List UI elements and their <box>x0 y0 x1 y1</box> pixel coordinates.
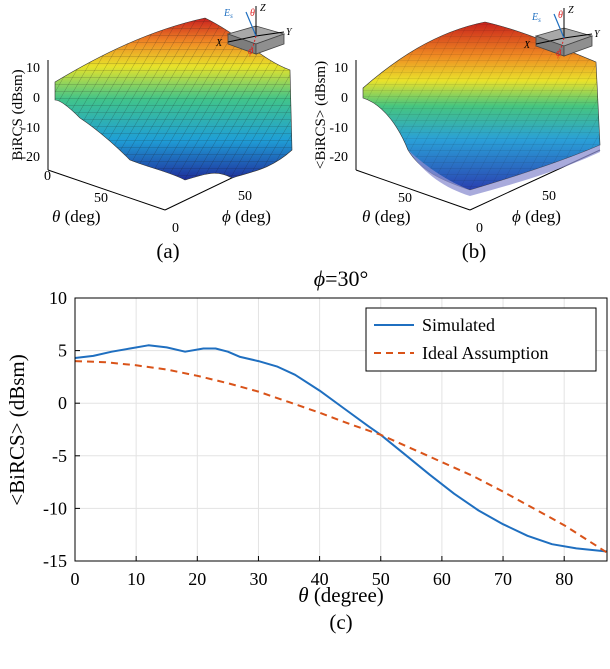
panel-a-z-label: BiRCS (dBsm) <box>10 69 26 160</box>
x-axis-label: θ (degree) <box>298 583 384 607</box>
inset-z: Z <box>568 5 574 16</box>
x-tick-label: 20 <box>188 569 206 589</box>
panel-b-z-tick: 0 <box>341 91 348 106</box>
legend-label-simulated: Simulated <box>422 315 495 335</box>
x-tick-label: 30 <box>249 569 267 589</box>
panel-a-geometry-inset: Es θ ϕ Z Y X <box>215 3 293 57</box>
panel-b-ideal-surface <box>408 145 600 196</box>
panel-a-phi-tick: 50 <box>238 189 252 204</box>
y-tick-label: 10 <box>49 288 67 308</box>
panel-b-surface-mesh <box>363 22 600 190</box>
panel-a-theta-label: θ (deg) <box>52 207 100 226</box>
panel-c-caption: (c) <box>329 610 352 634</box>
panel-a-phi-tick: 0 <box>172 221 179 236</box>
panel-b-z-tick: -10 <box>329 121 348 136</box>
panel-a: 10 0 -10 -20 BiRCS (dBsm) 0 50 0 50 θ (d… <box>10 17 293 263</box>
x-tick-label: 60 <box>433 569 451 589</box>
y-tick-label: -10 <box>43 498 67 518</box>
x-tick-label: 80 <box>555 569 573 589</box>
panel-b-phi-tick: 0 <box>476 221 483 236</box>
series-line-ideal-assumption <box>74 360 608 554</box>
panel-b-z-tick: -20 <box>329 150 348 165</box>
panel-a-surface-mesh <box>55 18 292 180</box>
x-tick-label: 10 <box>127 569 145 589</box>
panel-b-phi-tick: 50 <box>542 189 556 204</box>
legend-box <box>365 307 597 372</box>
panel-b-z-label: <BiRCS> (dBsm) <box>313 61 329 169</box>
panel-b: 10 0 -10 -20 <BiRCS> (dBsm) 50 0 50 θ (d… <box>313 21 601 263</box>
plot-frame <box>74 297 608 562</box>
panel-b-caption: (b) <box>462 239 487 263</box>
panel-b-theta-axis <box>355 169 471 211</box>
x-tick-label: 0 <box>71 569 80 589</box>
inset-theta: θ <box>250 8 255 19</box>
es-arrow-icon <box>245 11 257 37</box>
es-arrow-icon <box>553 13 565 39</box>
legend: Simulated Ideal Assumption <box>365 307 597 372</box>
panel-a-theta-tick: 50 <box>94 191 108 206</box>
inset-x: X <box>215 38 223 49</box>
x-tick-label: 70 <box>494 569 512 589</box>
es-label: Es <box>531 12 541 24</box>
series-line-simulated <box>74 344 608 553</box>
panel-b-theta-tick: 50 <box>398 191 412 206</box>
panel-a-theta-axis <box>47 169 166 211</box>
inset-z: Z <box>260 3 266 14</box>
inset-phi: ϕ <box>556 48 561 59</box>
y-tick-label: -15 <box>43 551 67 571</box>
panel-b-geometry-inset: Es θ ϕ Z Y X <box>523 5 601 59</box>
y-axis-label: <BiRCS> (dBsm) <box>5 354 29 505</box>
x-tick-label: 40 <box>311 569 329 589</box>
panel-a-z-tick: -10 <box>21 121 40 136</box>
panel-b-phi-label: ϕ (deg) <box>512 207 561 226</box>
inset-x: X <box>523 40 531 51</box>
panel-c-title: ϕ=30° <box>314 266 369 291</box>
panel-a-theta-tick: 0 <box>44 169 51 184</box>
panel-b-theta-label: θ (deg) <box>362 207 410 226</box>
inset-theta: θ <box>558 10 563 21</box>
legend-label-ideal: Ideal Assumption <box>422 343 549 363</box>
panel-b-z-tick: 10 <box>334 61 348 76</box>
panel-a-z-tick: -20 <box>21 150 40 165</box>
panel-a-phi-label: ϕ (deg) <box>222 207 271 226</box>
inset-y: Y <box>286 27 293 38</box>
y-tick-label: 5 <box>58 341 67 361</box>
chart-series <box>74 344 608 554</box>
inset-phi: ϕ <box>248 46 253 57</box>
panel-a-caption: (a) <box>156 239 179 263</box>
inset-y: Y <box>594 29 601 40</box>
y-tick-label: 0 <box>58 393 67 413</box>
y-tick-label: -5 <box>52 446 67 466</box>
panel-c: ϕ=30° 0 10 20 30 40 50 60 70 80 -15 -10 -5 0 5 10 <BiR… <box>5 266 608 634</box>
panel-a-z-tick: 10 <box>26 61 40 76</box>
x-tick-label: 50 <box>372 569 390 589</box>
chart-ticks: 0 10 20 30 40 50 60 70 80 -15 -10 -5 0 5 10 <box>43 288 573 589</box>
es-label: Es <box>223 8 233 20</box>
panel-a-z-tick: 0 <box>33 91 40 106</box>
